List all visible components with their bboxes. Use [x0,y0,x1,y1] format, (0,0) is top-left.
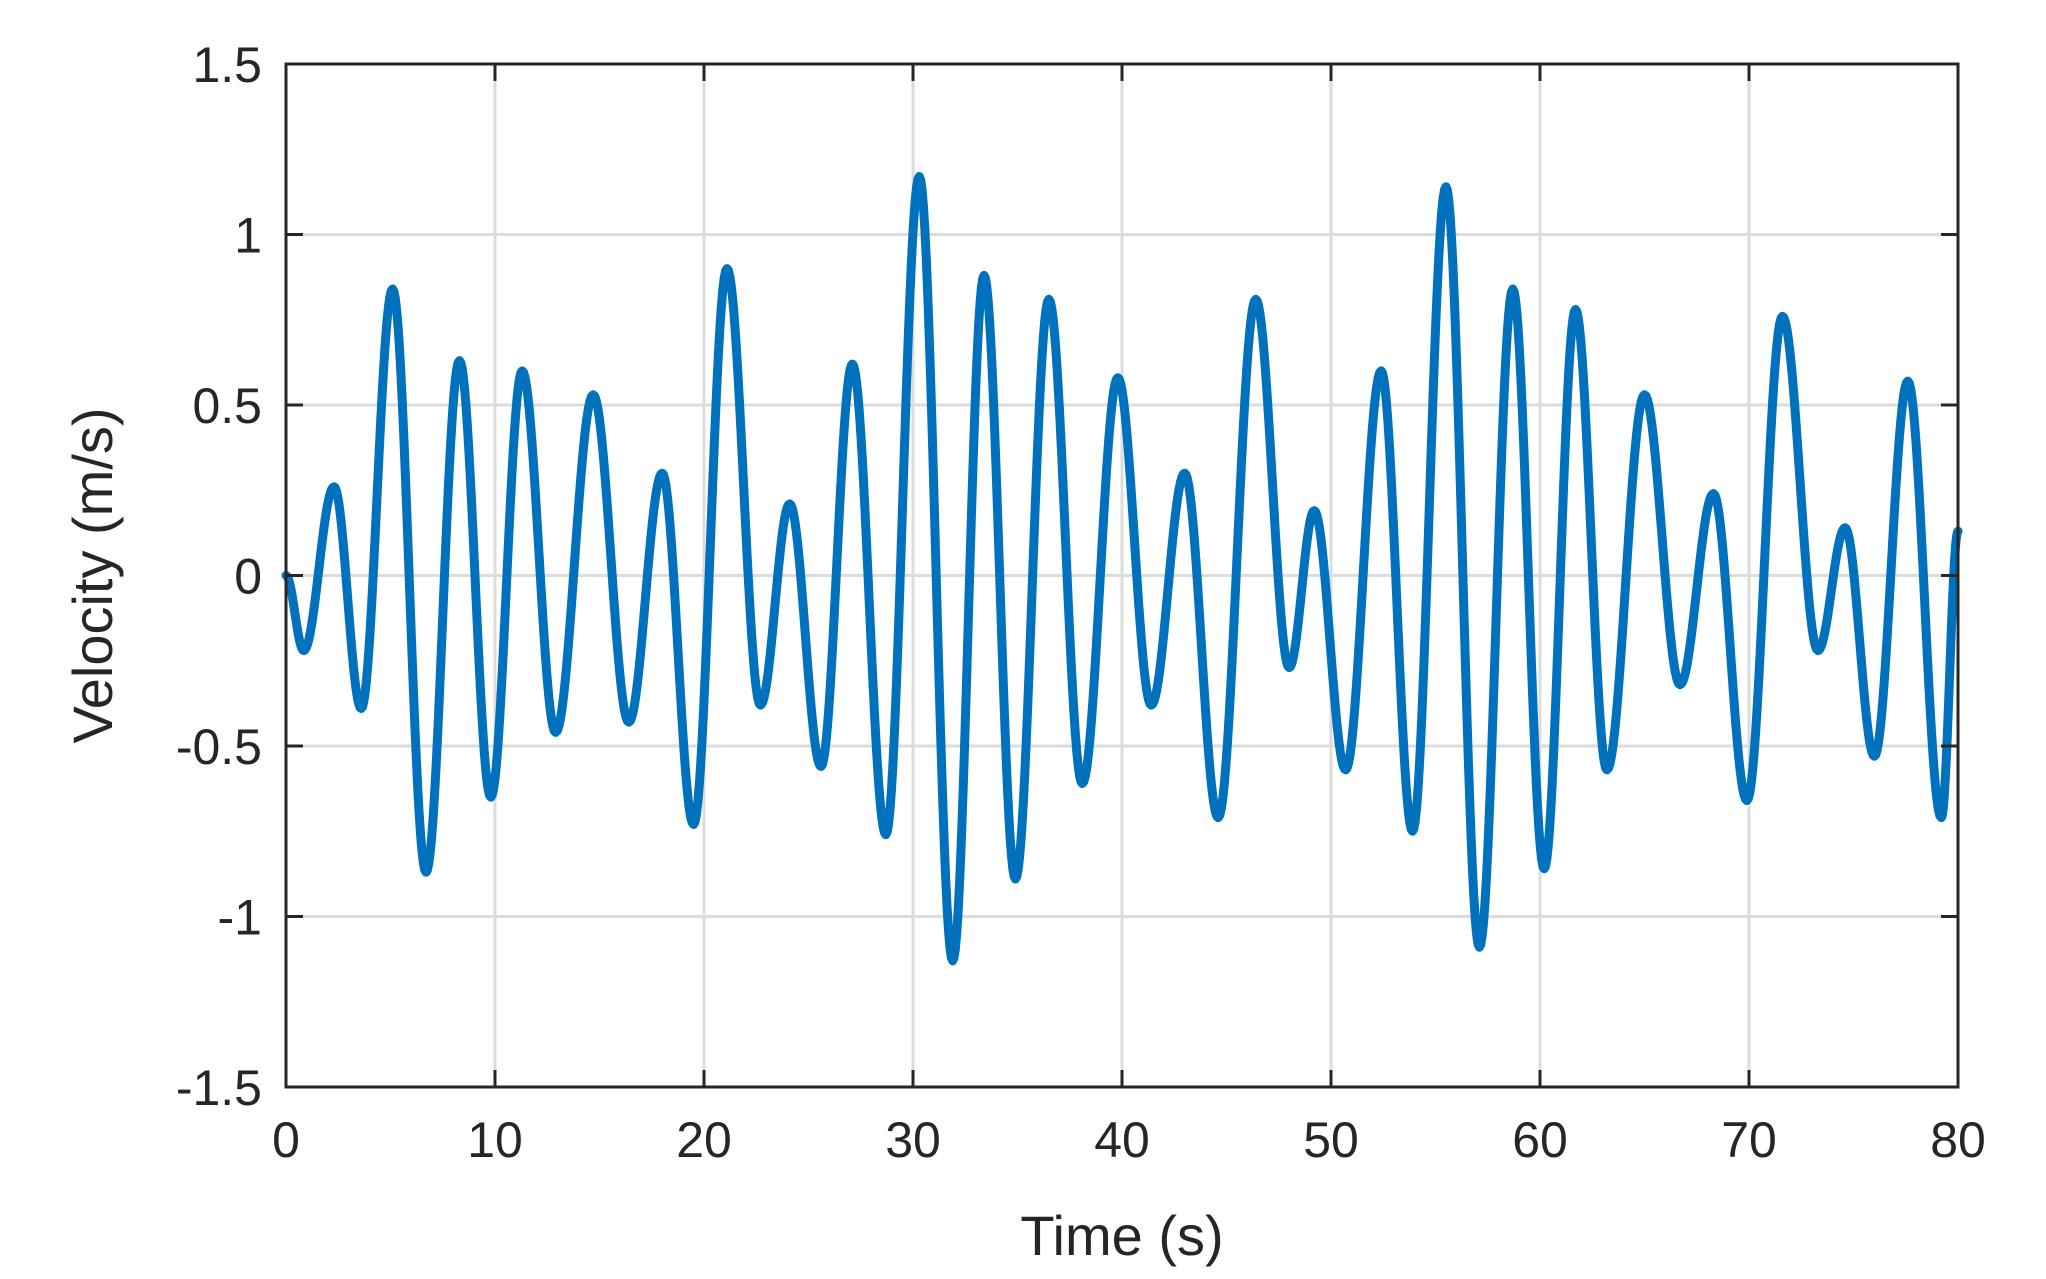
x-tick-label: 20 [676,1112,732,1168]
x-tick-label: 70 [1721,1112,1777,1168]
y-tick-label: -1 [218,890,262,946]
y-tick-label: -0.5 [176,719,262,775]
x-tick-label: 60 [1512,1112,1568,1168]
y-tick-label: -1.5 [176,1060,262,1116]
x-tick-label: 80 [1930,1112,1986,1168]
y-tick-label: 1.5 [192,37,262,93]
tick-labels: 0 10 20 30 40 50 60 70 80 -1.5 -1 -0.5 0 0.5 1 1.5 [176,37,1986,1168]
x-tick-label: 10 [467,1112,523,1168]
x-axis-title: Time (s) [1020,1204,1223,1267]
y-tick-label: 1 [234,208,262,264]
velocity-series-line [281,172,1963,966]
y-tick-label: 0 [234,549,262,605]
x-tick-label: 50 [1303,1112,1359,1168]
x-tick-label: 0 [272,1112,300,1168]
axis-ticks [284,62,1960,1089]
y-axis-title: Velocity (m/s) [61,407,124,743]
x-tick-label: 40 [1094,1112,1150,1168]
y-tick-label: 0.5 [192,378,262,434]
x-tick-label: 30 [885,1112,941,1168]
